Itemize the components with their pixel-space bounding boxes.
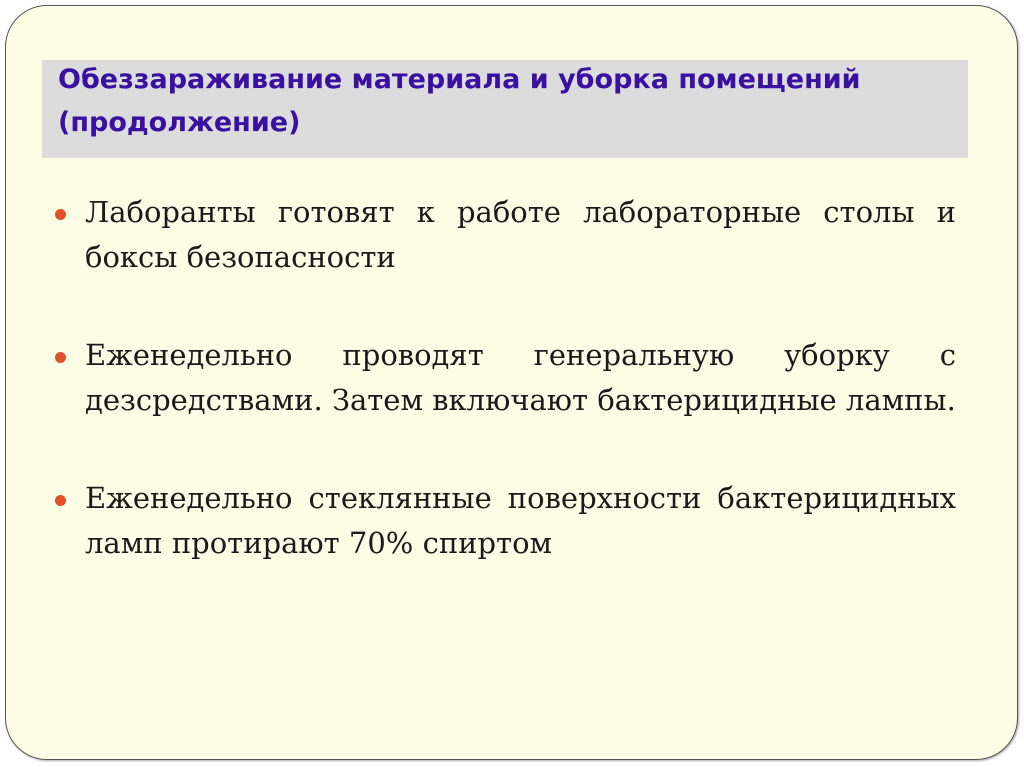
bullet-item: Лаборанты готовят к работе лабораторные … bbox=[55, 190, 956, 280]
bullet-text: Еженедельно стеклянные поверхности бакте… bbox=[85, 481, 956, 560]
bullet-text: Лаборанты готовят к работе лабораторные … bbox=[85, 195, 956, 274]
bullet-dot-icon bbox=[55, 495, 66, 506]
bullet-dot-icon bbox=[55, 209, 66, 220]
bullet-text: Еженедельно проводят генеральную уборку … bbox=[85, 338, 956, 417]
title-band bbox=[42, 60, 968, 158]
bullet-dot-icon bbox=[55, 352, 66, 363]
slide-title: Обеззараживание материала и уборка помещ… bbox=[58, 64, 861, 138]
bullet-item: Еженедельно проводят генеральную уборку … bbox=[55, 333, 956, 423]
bullet-item: Еженедельно стеклянные поверхности бакте… bbox=[55, 476, 956, 566]
bullet-list: Лаборанты готовят к работе лабораторные … bbox=[55, 190, 956, 619]
